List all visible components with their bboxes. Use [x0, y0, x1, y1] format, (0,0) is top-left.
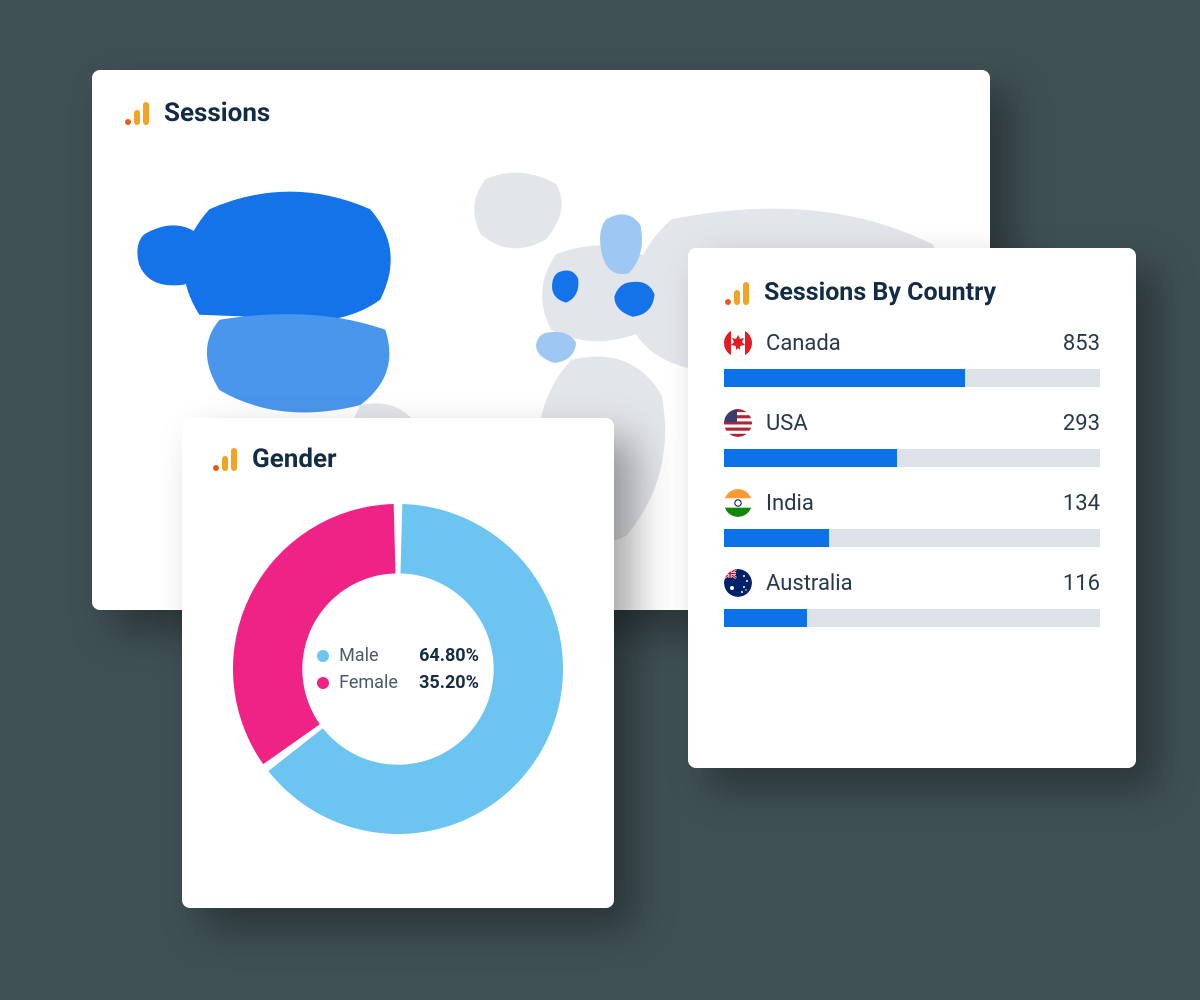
country-title: Sessions By Country	[764, 278, 996, 307]
legend-dot	[317, 677, 329, 689]
country-row: USA 293	[724, 409, 1100, 467]
country-header: Sessions By Country	[724, 278, 1100, 307]
country-name: Canada	[766, 331, 841, 356]
legend-row-female: Female 35.20%	[317, 672, 479, 693]
flag-india-icon	[724, 489, 752, 517]
flag-usa-icon	[724, 409, 752, 437]
country-value: 134	[1063, 491, 1100, 516]
country-value: 116	[1063, 571, 1100, 596]
bar-track	[724, 369, 1100, 387]
legend-label: Male	[339, 645, 409, 666]
gender-donut-chart: Male 64.80% Female 35.20%	[212, 474, 584, 864]
flag-australia-icon	[724, 569, 752, 597]
gender-card: Gender Male 64.80% Female 35.20%	[182, 418, 614, 908]
flag-canada-icon	[724, 329, 752, 357]
gender-header: Gender	[212, 444, 584, 474]
sessions-header: Sessions	[124, 98, 958, 128]
country-name: Australia	[766, 571, 853, 596]
analytics-icon	[724, 280, 750, 306]
analytics-icon	[212, 446, 238, 472]
bar-fill	[724, 529, 829, 547]
legend-value: 35.20%	[419, 672, 479, 693]
legend-row-male: Male 64.80%	[317, 645, 479, 666]
bar-track	[724, 609, 1100, 627]
analytics-icon	[124, 100, 150, 126]
bar-fill	[724, 369, 965, 387]
country-row: India 134	[724, 489, 1100, 547]
bar-track	[724, 529, 1100, 547]
bar-track	[724, 449, 1100, 467]
country-row: Australia 116	[724, 569, 1100, 627]
gender-title: Gender	[252, 444, 337, 474]
bar-fill	[724, 609, 807, 627]
bar-fill	[724, 449, 897, 467]
country-name: USA	[766, 411, 808, 436]
country-value: 853	[1063, 331, 1100, 356]
country-row: Canada 853	[724, 329, 1100, 387]
sessions-title: Sessions	[164, 98, 270, 128]
legend-dot	[317, 650, 329, 662]
legend-label: Female	[339, 672, 409, 693]
donut-legend: Male 64.80% Female 35.20%	[317, 639, 479, 699]
country-value: 293	[1063, 411, 1100, 436]
legend-value: 64.80%	[419, 645, 479, 666]
country-list: Canada 853 USA 293	[724, 329, 1100, 627]
sessions-by-country-card: Sessions By Country Canada 853	[688, 248, 1136, 768]
country-name: India	[766, 491, 814, 516]
